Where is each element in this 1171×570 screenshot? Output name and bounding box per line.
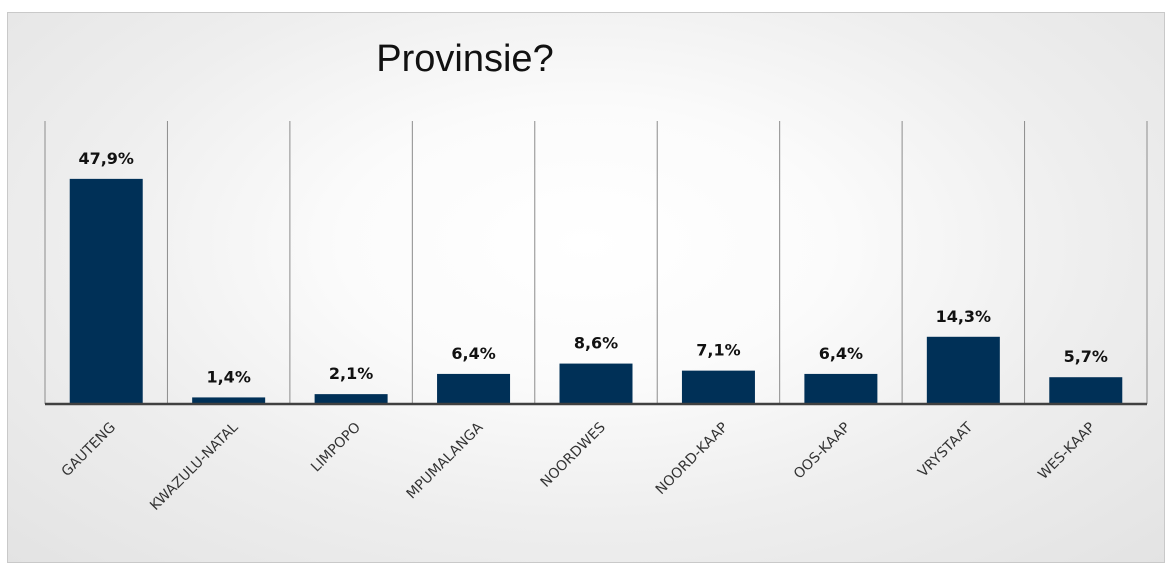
category-label: KWAZULU-NATAL xyxy=(147,419,241,513)
category-label: NOORD-KAAP xyxy=(653,420,731,498)
data-label: 7,1% xyxy=(696,341,740,360)
bar-noordwes xyxy=(559,363,633,404)
chart-title: Provinsie? xyxy=(376,38,554,80)
data-label: 47,9% xyxy=(78,149,134,168)
category-label: LIMPOPO xyxy=(308,420,364,476)
category-label: NOORDWES xyxy=(538,419,609,490)
data-label: 6,4% xyxy=(819,344,863,363)
data-label: 2,1% xyxy=(329,364,373,383)
category-label: MPUMALANGA xyxy=(404,419,487,502)
category-label: GAUTENG xyxy=(59,420,119,480)
category-label: VRYSTAAT xyxy=(915,419,976,480)
bar-limpopo xyxy=(314,394,388,404)
bar-vrystaat xyxy=(926,336,1000,404)
bar-noord-kaap xyxy=(681,370,755,404)
data-label: 6,4% xyxy=(451,344,495,363)
bar-oos-kaap xyxy=(804,373,878,404)
bar-wes-kaap xyxy=(1049,377,1123,404)
data-label: 1,4% xyxy=(206,367,250,386)
data-label: 5,7% xyxy=(1064,347,1108,366)
bar-kwazulu-natal xyxy=(192,397,266,404)
data-label: 14,3% xyxy=(936,307,992,326)
chart-area xyxy=(7,12,1165,563)
category-label: WES-KAAP xyxy=(1035,420,1098,483)
bar-gauteng xyxy=(69,178,143,404)
bar-mpumalanga xyxy=(437,373,511,404)
category-label: OOS-KAAP xyxy=(791,420,854,483)
data-label: 8,6% xyxy=(574,334,618,353)
